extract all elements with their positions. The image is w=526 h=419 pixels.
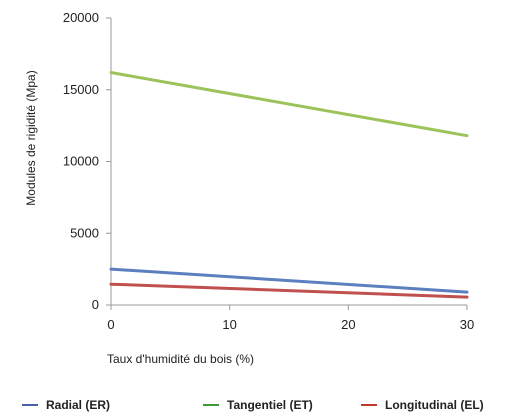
y-tick-label: 20000 bbox=[63, 10, 99, 25]
series-line-radial bbox=[109, 267, 469, 294]
y-tick-label: 10000 bbox=[63, 154, 99, 169]
x-tick-label: 20 bbox=[341, 317, 355, 332]
legend-swatch-radial bbox=[22, 404, 38, 406]
series-lines bbox=[109, 71, 469, 299]
y-axis: 0 5000 10000 15000 20000 bbox=[63, 10, 112, 312]
series-line-tangentiel bbox=[109, 71, 469, 138]
y-tick-label: 5000 bbox=[70, 225, 99, 240]
legend-item-radial: Radial (ER) bbox=[22, 398, 110, 412]
legend-label-tangentiel: Tangentiel (ET) bbox=[227, 398, 313, 412]
legend-item-longitudinal: Longitudinal (EL) bbox=[361, 398, 484, 412]
x-tick-label: 10 bbox=[222, 317, 236, 332]
y-tick-label: 0 bbox=[92, 297, 99, 312]
series-line-longitudinal bbox=[109, 282, 469, 299]
x-axis-title: Taux d'humidité du bois (%) bbox=[107, 352, 254, 366]
x-axis: 0 10 20 30 bbox=[107, 304, 474, 332]
legend-swatch-tangentiel bbox=[203, 404, 219, 406]
legend-swatch-longitudinal bbox=[361, 404, 377, 406]
legend-item-tangentiel: Tangentiel (ET) bbox=[203, 398, 313, 412]
y-tick-label: 15000 bbox=[63, 82, 99, 97]
legend: Radial (ER) Tangentiel (ET) Longitudinal… bbox=[0, 398, 526, 416]
x-tick-label: 0 bbox=[107, 317, 114, 332]
y-axis-title: Modules de rigidité (Mpa) bbox=[24, 70, 38, 205]
legend-label-radial: Radial (ER) bbox=[46, 398, 111, 412]
x-tick-label: 30 bbox=[460, 317, 474, 332]
line-chart: 0 5000 10000 15000 20000 0 10 20 30 Modules de … bbox=[24, 10, 474, 366]
legend-label-longitudinal: Longitudinal (EL) bbox=[385, 398, 484, 412]
